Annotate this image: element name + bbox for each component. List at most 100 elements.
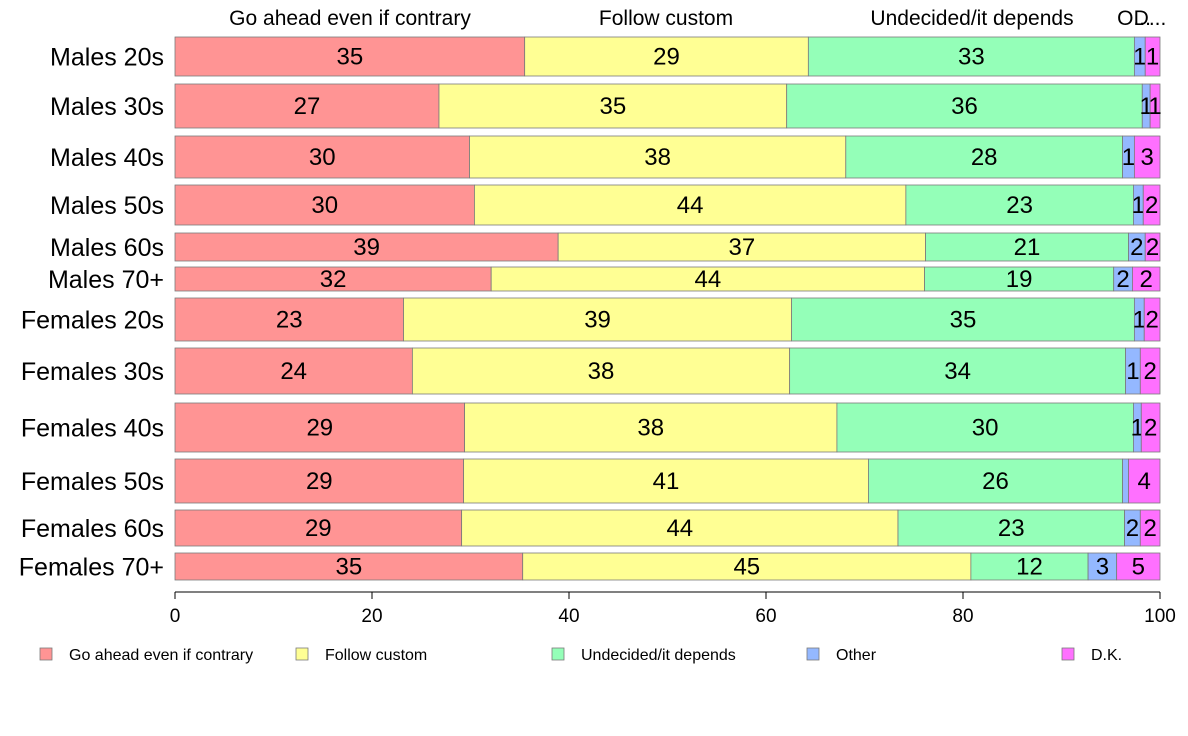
bar-d-k <box>1139 347 1161 395</box>
data-label: 44 <box>677 192 704 219</box>
data-label: 30 <box>972 415 999 442</box>
bar-go-ahead-even-if-contrary <box>174 135 470 179</box>
data-label: 4 <box>1138 468 1151 495</box>
top-label-2: Follow custom <box>599 7 733 30</box>
data-label: 1 <box>1132 192 1145 219</box>
data-label: 35 <box>336 554 363 581</box>
data-label: 26 <box>982 468 1009 495</box>
data-label: 34 <box>944 358 971 385</box>
row-label-females-40s: Females 40s <box>21 415 164 443</box>
data-label: 29 <box>305 515 332 542</box>
top-label-1: Go ahead even if contrary <box>229 7 471 30</box>
data-label: 23 <box>1006 192 1033 219</box>
bar-row-males-20s: 35 29 33 1 1 <box>174 36 1161 77</box>
legend-swatch-undecided-it-depends <box>551 647 565 661</box>
legend: Go ahead even if contrary Follow custom Un… <box>39 647 1122 664</box>
bar-other <box>1087 552 1118 581</box>
bar-row-females-20s: 23 39 35 1 2 <box>174 297 1161 342</box>
bar-d-k <box>1133 135 1161 179</box>
bar-row-males-60s: 39 37 21 2 2 <box>174 232 1161 262</box>
x-tick-label: 80 <box>952 606 973 627</box>
bar-undecided-it-depends <box>897 509 1125 547</box>
bar-row-females-60s: 29 44 23 2 2 <box>174 509 1161 547</box>
bar-go-ahead-even-if-contrary <box>174 232 559 262</box>
data-label: 35 <box>599 93 626 120</box>
bar-go-ahead-even-if-contrary <box>174 552 524 581</box>
data-label: 41 <box>653 468 680 495</box>
data-label: 1 <box>1133 307 1146 334</box>
row-label-females-60s: Females 60s <box>21 515 164 543</box>
bar-row-females-50s: 29 41 26 4 <box>174 458 1161 504</box>
bar-d-k <box>1144 232 1161 262</box>
x-tick-label: 20 <box>361 606 382 627</box>
data-label: 39 <box>584 307 611 334</box>
data-label: 30 <box>309 144 336 171</box>
bar-go-ahead-even-if-contrary <box>174 297 404 342</box>
data-label: 1 <box>1131 415 1144 442</box>
data-label: 2 <box>1126 515 1139 542</box>
bar-d-k <box>1116 552 1161 581</box>
bar-undecided-it-depends <box>925 232 1129 262</box>
top-label-4: O... <box>1117 7 1151 30</box>
bar-row-males-70: 32 44 19 2 2 <box>174 266 1161 293</box>
bar-undecided-it-depends <box>868 458 1123 504</box>
data-label: 36 <box>951 93 978 120</box>
data-label: 44 <box>695 266 722 293</box>
data-label: 23 <box>276 307 303 334</box>
data-label: 24 <box>280 358 307 385</box>
data-label: 21 <box>1014 234 1041 261</box>
bar-row-females-30s: 24 38 34 1 2 <box>174 347 1161 395</box>
bar-undecided-it-depends <box>924 266 1115 292</box>
legend-label-undecided-it-depends: Undecided/it depends <box>581 647 736 664</box>
bar-undecided-it-depends <box>786 83 1143 129</box>
data-label: 38 <box>637 415 664 442</box>
row-label-females-50s: Females 50s <box>21 468 164 496</box>
data-label: 1 <box>1146 44 1159 71</box>
bar-undecided-it-depends <box>791 297 1135 342</box>
bar-row-females-40s: 29 38 30 1 2 <box>174 402 1161 453</box>
data-label: 2 <box>1144 415 1157 442</box>
bar-follow-custom <box>490 266 925 292</box>
data-label: 1 <box>1133 44 1146 71</box>
x-tick-label: 40 <box>558 606 579 627</box>
bar-d-k <box>1139 509 1161 547</box>
data-label: 38 <box>644 144 671 171</box>
data-label: 5 <box>1132 554 1145 581</box>
data-label: 2 <box>1146 234 1159 261</box>
bar-d-k <box>1132 266 1161 292</box>
bar-d-k <box>1142 184 1161 226</box>
row-label-females-30s: Females 30s <box>21 358 164 386</box>
data-label: 2 <box>1143 358 1156 385</box>
bar-go-ahead-even-if-contrary <box>174 458 465 504</box>
bar-d-k <box>1144 36 1161 77</box>
data-label: 2 <box>1140 266 1153 293</box>
bar-row-males-30s: 27 35 36 11 <box>174 83 1162 129</box>
bar-follow-custom <box>463 458 869 504</box>
data-label: 39 <box>353 234 380 261</box>
bar-undecided-it-depends <box>905 184 1134 226</box>
x-tick-label: 60 <box>755 606 776 627</box>
data-label: 3 <box>1141 144 1154 171</box>
data-label: 33 <box>958 44 985 71</box>
top-label-5: D... <box>1134 7 1167 30</box>
legend-swatch-other <box>806 647 820 661</box>
bar-follow-custom <box>461 509 899 547</box>
data-label: 2 <box>1130 234 1143 261</box>
row-label-males-50s: Males 50s <box>50 192 164 220</box>
data-label: 2 <box>1145 307 1158 334</box>
data-label: 27 <box>294 93 321 120</box>
bar-d-k <box>1140 402 1161 453</box>
bar-undecided-it-depends <box>970 552 1089 581</box>
bar-follow-custom <box>474 184 907 226</box>
data-label: 29 <box>306 468 333 495</box>
data-label: 1 <box>1122 144 1135 171</box>
data-label: 1 <box>1140 93 1153 120</box>
data-label: 1 <box>1148 93 1161 120</box>
data-label: 29 <box>653 44 680 71</box>
legend-label-other: Other <box>836 647 877 664</box>
row-labels: Males 20s Males 30s Males 40s Males 50s Male… <box>19 44 164 582</box>
bar-row-males-50s: 30 44 23 1 2 <box>174 184 1161 226</box>
legend-swatch-go-ahead-even-if-contrary <box>39 647 53 661</box>
